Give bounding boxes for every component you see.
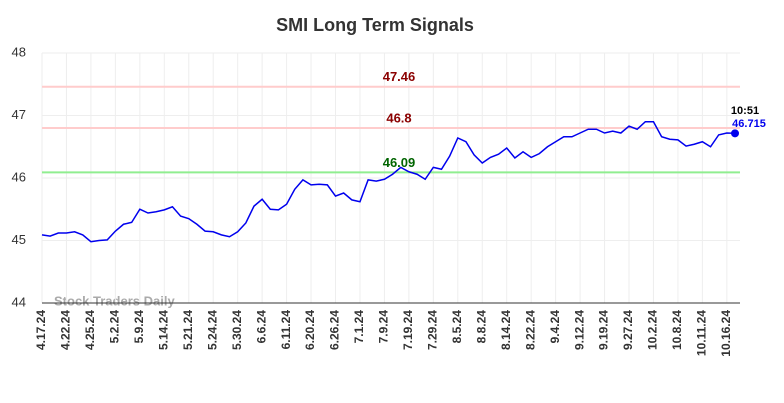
x-tick-label: 8.14.24 [499, 310, 513, 350]
x-tick-label: 10.8.24 [670, 310, 684, 350]
x-tick-label: 8.5.24 [450, 310, 464, 344]
x-tick-label: 5.2.24 [108, 310, 122, 344]
x-tick-label: 5.24.24 [205, 310, 219, 350]
watermark: Stock Traders Daily [54, 293, 175, 308]
x-tick-label: 5.14.24 [156, 310, 170, 350]
x-tick-label: 5.21.24 [181, 310, 195, 350]
signal-label: 47.46 [383, 69, 416, 84]
x-tick-label: 7.29.24 [426, 310, 440, 350]
price-line [41, 121, 736, 243]
last-point [731, 129, 739, 138]
x-tick-label: 5.9.24 [132, 310, 146, 344]
signal-label: 46.09 [383, 155, 416, 170]
x-tick-label: 9.19.24 [597, 310, 611, 350]
x-tick-label: 4.22.24 [59, 310, 73, 350]
x-tick-label: 7.1.24 [352, 310, 366, 344]
last-value: 46.715 [732, 118, 766, 130]
y-tick-label: 48 [12, 44, 26, 59]
x-tick-label: 8.22.24 [523, 310, 537, 350]
x-tick-label: 4.17.24 [34, 310, 48, 350]
y-tick-label: 45 [12, 232, 26, 247]
y-tick-label: 46 [12, 169, 26, 184]
signal-label: 46.8 [386, 110, 411, 125]
x-tick-label: 6.20.24 [303, 310, 317, 350]
x-tick-label: 10.16.24 [719, 310, 733, 357]
x-tick-label: 7.19.24 [401, 310, 415, 350]
x-tick-label: 9.4.24 [548, 310, 562, 344]
y-tick-label: 44 [12, 294, 26, 309]
x-tick-label: 5.30.24 [230, 310, 244, 350]
x-tick-label: 6.6.24 [254, 310, 268, 344]
x-tick-label: 10.11.24 [695, 310, 709, 356]
x-tick-label: 6.11.24 [279, 310, 293, 350]
x-tick-label: 10.2.24 [646, 310, 660, 350]
x-tick-label: 7.9.24 [377, 310, 391, 344]
y-tick-label: 47 [12, 107, 26, 122]
x-tick-label: 6.26.24 [328, 310, 342, 350]
x-tick-label: 9.12.24 [572, 310, 586, 350]
x-tick-label: 4.25.24 [83, 310, 97, 350]
x-tick-label: 9.27.24 [621, 310, 635, 350]
last-time: 10:51 [731, 105, 759, 117]
chart-title: SMI Long Term Signals [276, 15, 474, 35]
x-tick-label: 8.8.24 [474, 310, 488, 344]
